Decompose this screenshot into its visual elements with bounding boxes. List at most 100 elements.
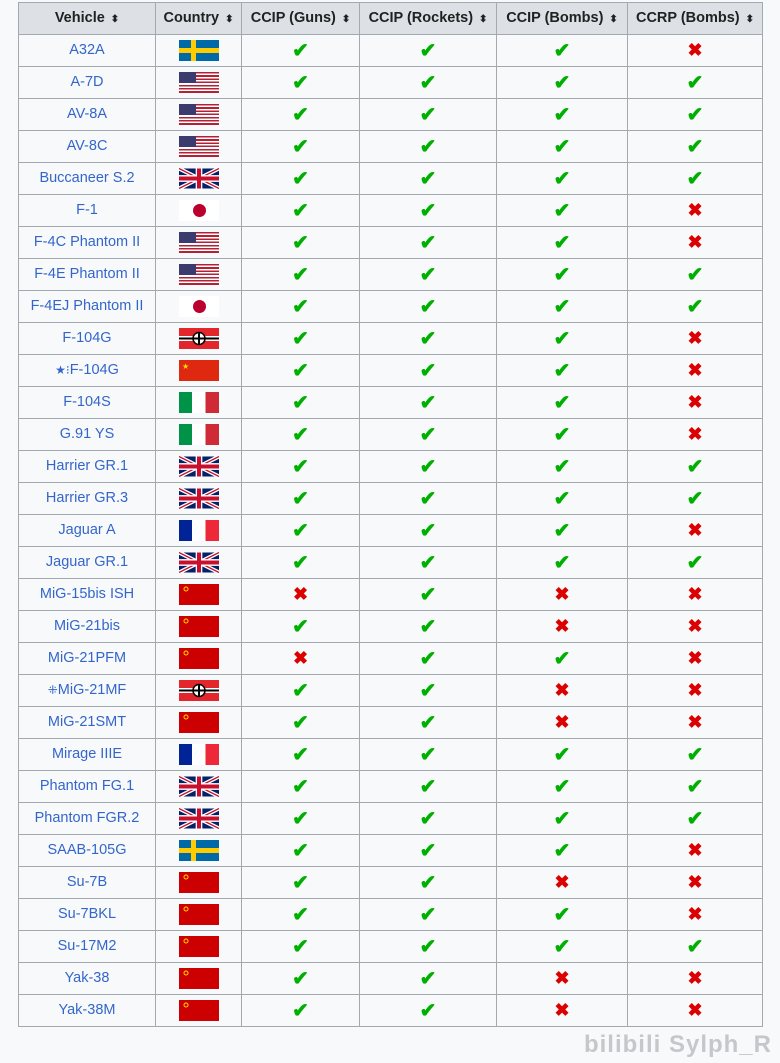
vehicle-cell[interactable]: ★⁝F-104G bbox=[18, 354, 156, 387]
vehicle-link[interactable]: Yak-38M bbox=[58, 1002, 116, 1019]
sort-arrows-icon[interactable]: ⬍ bbox=[341, 14, 351, 26]
check-icon: ✔ bbox=[419, 39, 437, 62]
column-header-5[interactable]: CCRP (Bombs) ⬍ bbox=[627, 2, 763, 35]
sort-arrows-icon[interactable]: ⬍ bbox=[609, 14, 618, 26]
vehicle-link[interactable]: Yak-38 bbox=[64, 970, 110, 987]
vehicle-link[interactable]: Jaguar GR.1 bbox=[45, 554, 129, 571]
vehicle-link[interactable]: MiG-21MF bbox=[57, 682, 127, 699]
vehicle-cell[interactable]: Su-7BKL bbox=[18, 898, 156, 931]
capability-cell: ✔ bbox=[359, 610, 497, 643]
vehicle-cell[interactable]: ⁜MiG-21MF bbox=[18, 674, 156, 707]
vehicle-cell[interactable]: Phantom FGR.2 bbox=[18, 802, 156, 835]
vehicle-link[interactable]: F-4EJ Phantom II bbox=[30, 298, 144, 315]
vehicle-cell[interactable]: F-104G bbox=[18, 322, 156, 355]
vehicle-cell[interactable]: F-4C Phantom II bbox=[18, 226, 156, 259]
country-cell bbox=[155, 514, 242, 547]
vehicle-cell[interactable]: Yak-38 bbox=[18, 962, 156, 995]
country-cell bbox=[155, 130, 242, 163]
vehicle-link[interactable]: MiG-21SMT bbox=[47, 714, 127, 731]
vehicle-link[interactable]: Buccaneer S.2 bbox=[39, 170, 135, 187]
vehicle-cell[interactable]: F-1 bbox=[18, 194, 156, 227]
capability-cell: ✔ bbox=[241, 802, 360, 835]
vehicle-cell[interactable]: Su-7B bbox=[18, 866, 156, 899]
vehicle-cell[interactable]: MiG-21SMT bbox=[18, 706, 156, 739]
vehicle-link[interactable]: AV-8A bbox=[66, 106, 108, 123]
capability-cell: ✔ bbox=[241, 834, 360, 867]
vehicle-cell[interactable]: AV-8C bbox=[18, 130, 156, 163]
capability-cell: ✔ bbox=[241, 482, 360, 515]
vehicle-cell[interactable]: MiG-15bis ISH bbox=[18, 578, 156, 611]
vehicle-link[interactable]: SAAB-105G bbox=[47, 842, 127, 859]
vehicle-link[interactable]: Su-7BKL bbox=[57, 906, 117, 923]
vehicle-link[interactable]: Mirage IIIE bbox=[51, 746, 123, 763]
vehicle-cell[interactable]: F-4EJ Phantom II bbox=[18, 290, 156, 323]
vehicle-cell[interactable]: Harrier GR.1 bbox=[18, 450, 156, 483]
column-header-1[interactable]: Country ⬍ bbox=[155, 2, 242, 35]
vehicle-cell[interactable]: MiG-21bis bbox=[18, 610, 156, 643]
vehicle-cell[interactable]: Buccaneer S.2 bbox=[18, 162, 156, 195]
vehicle-cell[interactable]: Jaguar GR.1 bbox=[18, 546, 156, 579]
vehicle-link[interactable]: Phantom FGR.2 bbox=[34, 810, 140, 827]
cross-icon: ✖ bbox=[687, 424, 703, 445]
vehicle-cell[interactable]: Jaguar A bbox=[18, 514, 156, 547]
vehicle-link[interactable]: A-7D bbox=[70, 74, 104, 91]
vehicle-cell[interactable]: Phantom FG.1 bbox=[18, 770, 156, 803]
capability-cell: ✔ bbox=[359, 578, 497, 611]
sort-arrows-icon[interactable]: ⬍ bbox=[110, 14, 120, 26]
vehicle-link[interactable]: Phantom FG.1 bbox=[39, 778, 135, 795]
check-icon: ✔ bbox=[686, 103, 704, 126]
vehicle-cell[interactable]: F-4E Phantom II bbox=[18, 258, 156, 291]
vehicle-link[interactable]: F-4E Phantom II bbox=[34, 266, 140, 283]
vehicle-link[interactable]: AV-8C bbox=[66, 138, 108, 155]
column-header-4[interactable]: CCIP (Bombs) ⬍ bbox=[496, 2, 628, 35]
check-icon: ✔ bbox=[686, 295, 704, 318]
check-icon: ✔ bbox=[419, 647, 437, 670]
vehicle-link[interactable]: F-104S bbox=[63, 394, 111, 411]
vehicle-link[interactable]: MiG-15bis ISH bbox=[39, 586, 135, 603]
cross-icon: ✖ bbox=[554, 616, 570, 637]
vehicle-cell[interactable]: Su-17M2 bbox=[18, 930, 156, 963]
nation-prefix-icon: ★⁝ bbox=[55, 363, 70, 378]
vehicle-cell[interactable]: Yak-38M bbox=[18, 994, 156, 1027]
usa-flag-icon bbox=[178, 136, 219, 157]
vehicle-link[interactable]: Harrier GR.3 bbox=[45, 490, 129, 507]
vehicle-cell[interactable]: F-104S bbox=[18, 386, 156, 419]
check-icon: ✔ bbox=[419, 711, 437, 734]
check-icon: ✔ bbox=[292, 135, 309, 158]
vehicle-link[interactable]: F-4C Phantom II bbox=[33, 234, 141, 251]
sort-arrows-icon[interactable]: ⬍ bbox=[225, 14, 234, 26]
sort-arrows-icon[interactable]: ⬍ bbox=[479, 14, 488, 26]
check-icon: ✔ bbox=[292, 711, 309, 734]
vehicle-link[interactable]: Harrier GR.1 bbox=[45, 458, 129, 475]
vehicle-link[interactable]: Su-7B bbox=[66, 874, 108, 891]
sort-arrows-icon[interactable]: ⬍ bbox=[745, 14, 755, 26]
capability-cell: ✖ bbox=[496, 866, 628, 899]
vehicle-cell[interactable]: Mirage IIIE bbox=[18, 738, 156, 771]
vehicle-cell[interactable]: SAAB-105G bbox=[18, 834, 156, 867]
vehicle-cell[interactable]: A32A bbox=[18, 34, 156, 67]
vehicle-link[interactable]: MiG-21bis bbox=[53, 618, 121, 635]
column-header-2[interactable]: CCIP (Guns) ⬍ bbox=[241, 2, 360, 35]
check-icon: ✔ bbox=[419, 71, 437, 94]
vehicle-link[interactable]: G.91 YS bbox=[59, 426, 115, 443]
vehicle-link[interactable]: Jaguar A bbox=[58, 522, 116, 539]
vehicle-link[interactable]: A32A bbox=[69, 42, 105, 59]
check-icon: ✔ bbox=[292, 519, 309, 542]
nation-prefix-icon: ⁜ bbox=[47, 683, 58, 698]
capability-cell: ✔ bbox=[627, 162, 763, 195]
capability-cell: ✔ bbox=[241, 66, 360, 99]
vehicle-cell[interactable]: A-7D bbox=[18, 66, 156, 99]
vehicle-link[interactable]: F-104G bbox=[69, 362, 119, 379]
vehicle-cell[interactable]: G.91 YS bbox=[18, 418, 156, 451]
capability-cell: ✔ bbox=[241, 610, 360, 643]
column-header-3[interactable]: CCIP (Rockets) ⬍ bbox=[359, 2, 497, 35]
vehicle-link[interactable]: MiG-21PFM bbox=[47, 650, 127, 667]
column-header-0[interactable]: Vehicle ⬍ bbox=[18, 2, 156, 35]
vehicle-link[interactable]: Su-17M2 bbox=[57, 938, 117, 955]
vehicle-cell[interactable]: Harrier GR.3 bbox=[18, 482, 156, 515]
vehicle-cell[interactable]: MiG-21PFM bbox=[18, 642, 156, 675]
vehicle-cell[interactable]: AV-8A bbox=[18, 98, 156, 131]
table-row: Mirage IIIE ✔ ✔ ✔ ✔ bbox=[18, 738, 763, 771]
vehicle-link[interactable]: F-1 bbox=[76, 202, 98, 219]
vehicle-link[interactable]: F-104G bbox=[62, 330, 112, 347]
